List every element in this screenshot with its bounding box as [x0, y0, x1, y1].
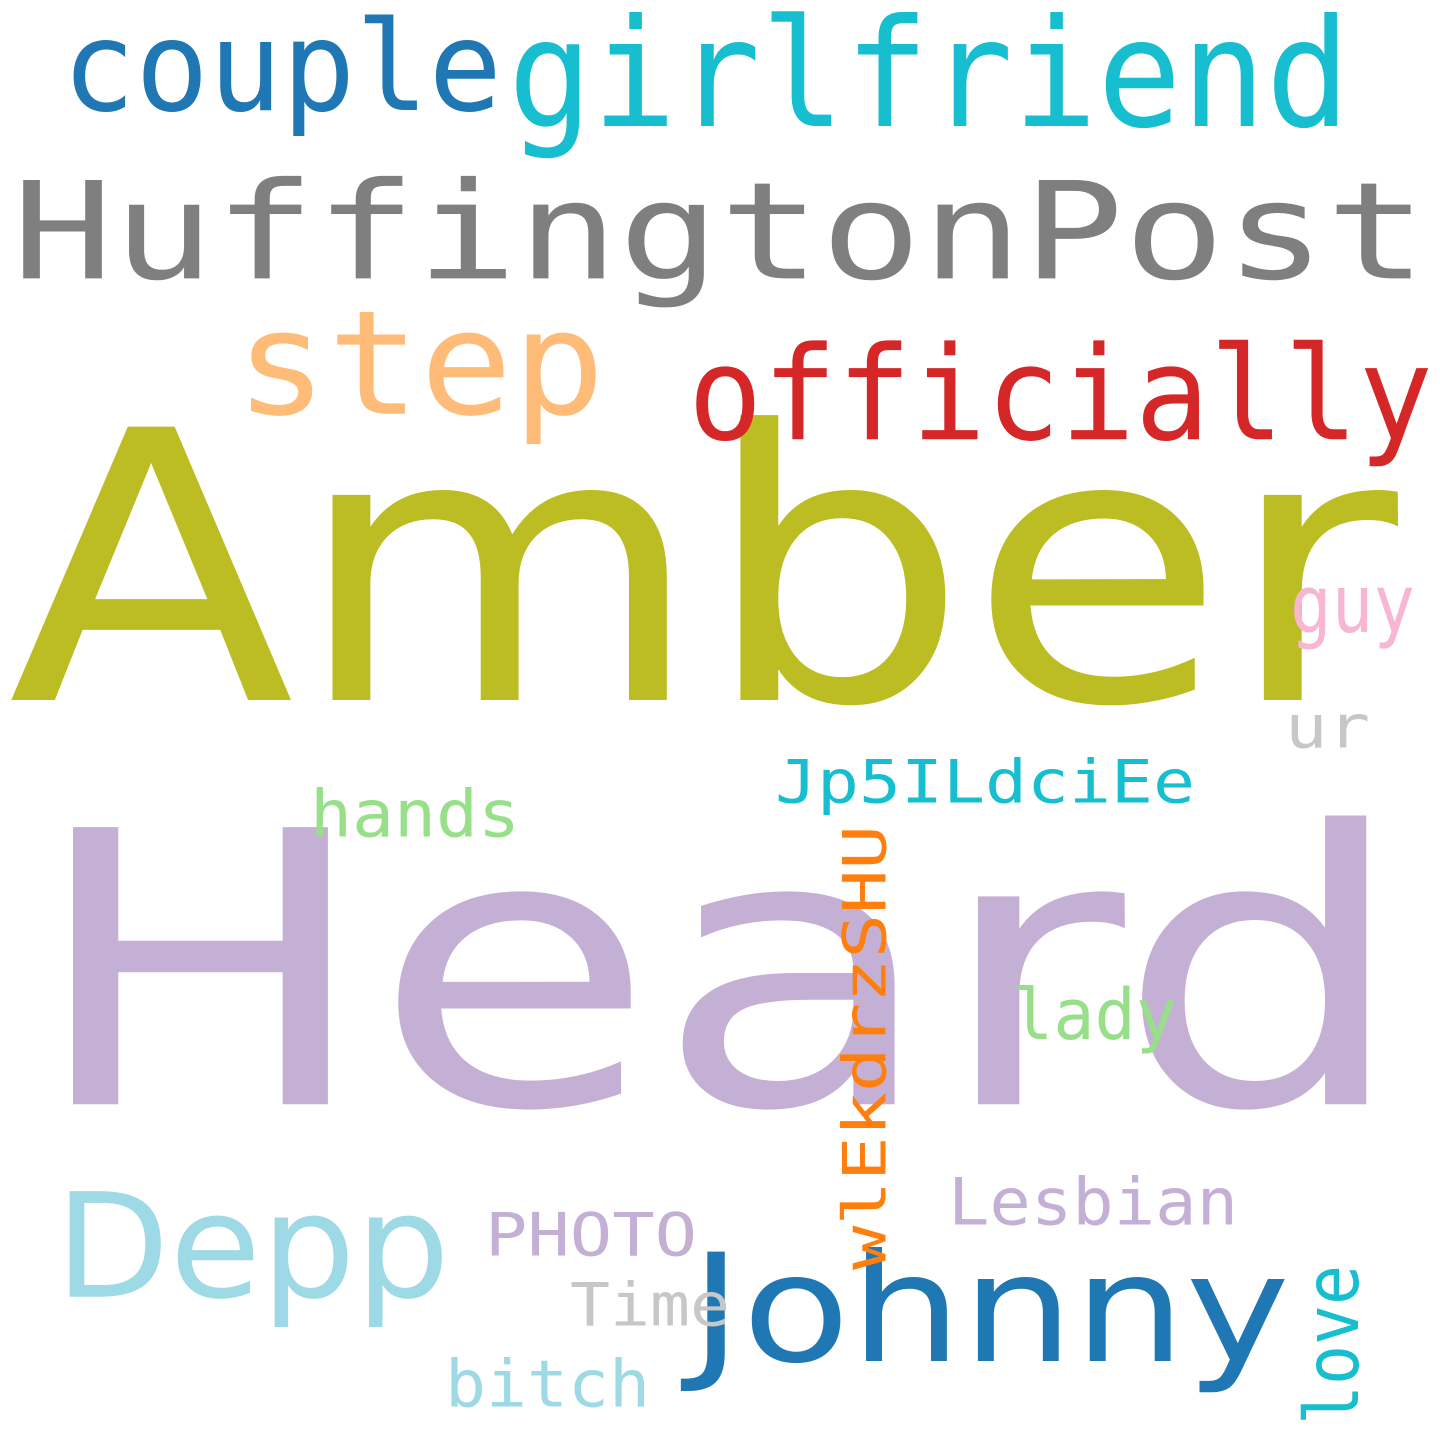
word-lady: lady — [1012, 973, 1177, 1056]
word-huffingtonpost: HuffingtonPost — [12, 152, 1427, 311]
word-couple: couple — [62, 0, 502, 140]
word-photo: PHOTO — [485, 1199, 697, 1270]
word-officially: officially — [688, 318, 1433, 471]
word-heard: Heard — [28, 750, 1408, 1196]
word-amber: Amber — [8, 351, 1398, 790]
word-johnny: Johnny — [690, 1221, 1290, 1397]
word-jp5ildciee: Jp5ILdciEe — [775, 746, 1195, 817]
word-ur: ur — [1285, 691, 1370, 762]
word-step: step — [235, 278, 605, 449]
word-love: love — [1288, 1265, 1376, 1425]
word-girlfriend: girlfriend — [508, 0, 1350, 162]
word-bitch: bitch — [445, 1346, 650, 1423]
word-time: Time — [570, 1269, 730, 1340]
word-hands: hands — [310, 776, 520, 853]
word-lesbian: Lesbian — [948, 1164, 1238, 1241]
word-guy: guy — [1290, 557, 1415, 652]
word-wlekdrzshu: wlEkdrzSHU — [829, 825, 900, 1270]
word-depp: Depp — [55, 1161, 450, 1332]
